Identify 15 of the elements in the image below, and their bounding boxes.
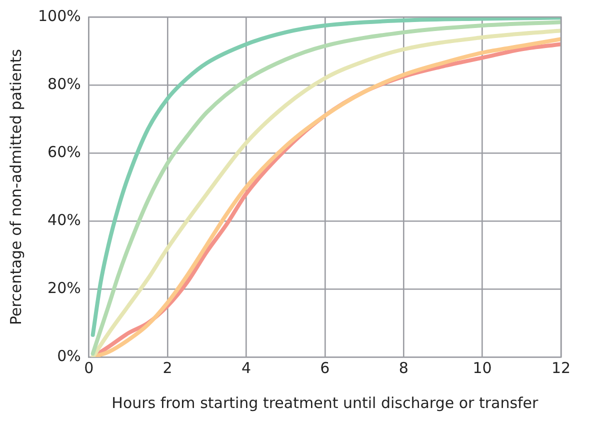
y-tick-label: 20% [48,278,81,297]
x-tick-label: 2 [162,358,172,377]
x-axis-title: Hours from starting treatment until discharge or transfer [112,394,540,412]
x-tick-label: 12 [551,358,571,377]
x-tick-label: 10 [472,358,492,377]
y-tick-label: 80% [48,74,81,93]
y-tick-label: 100% [38,6,81,25]
x-tick-label: 6 [320,358,330,377]
x-tick-label: 8 [398,358,408,377]
y-tick-label: 0% [57,346,81,365]
y-tick-label: 60% [48,142,81,161]
x-tick-label: 4 [241,358,252,377]
y-axis-title: Percentage of non-admitted patients [6,48,25,325]
y-tick-label: 40% [48,210,81,229]
x-tick-label: 0 [84,358,94,377]
